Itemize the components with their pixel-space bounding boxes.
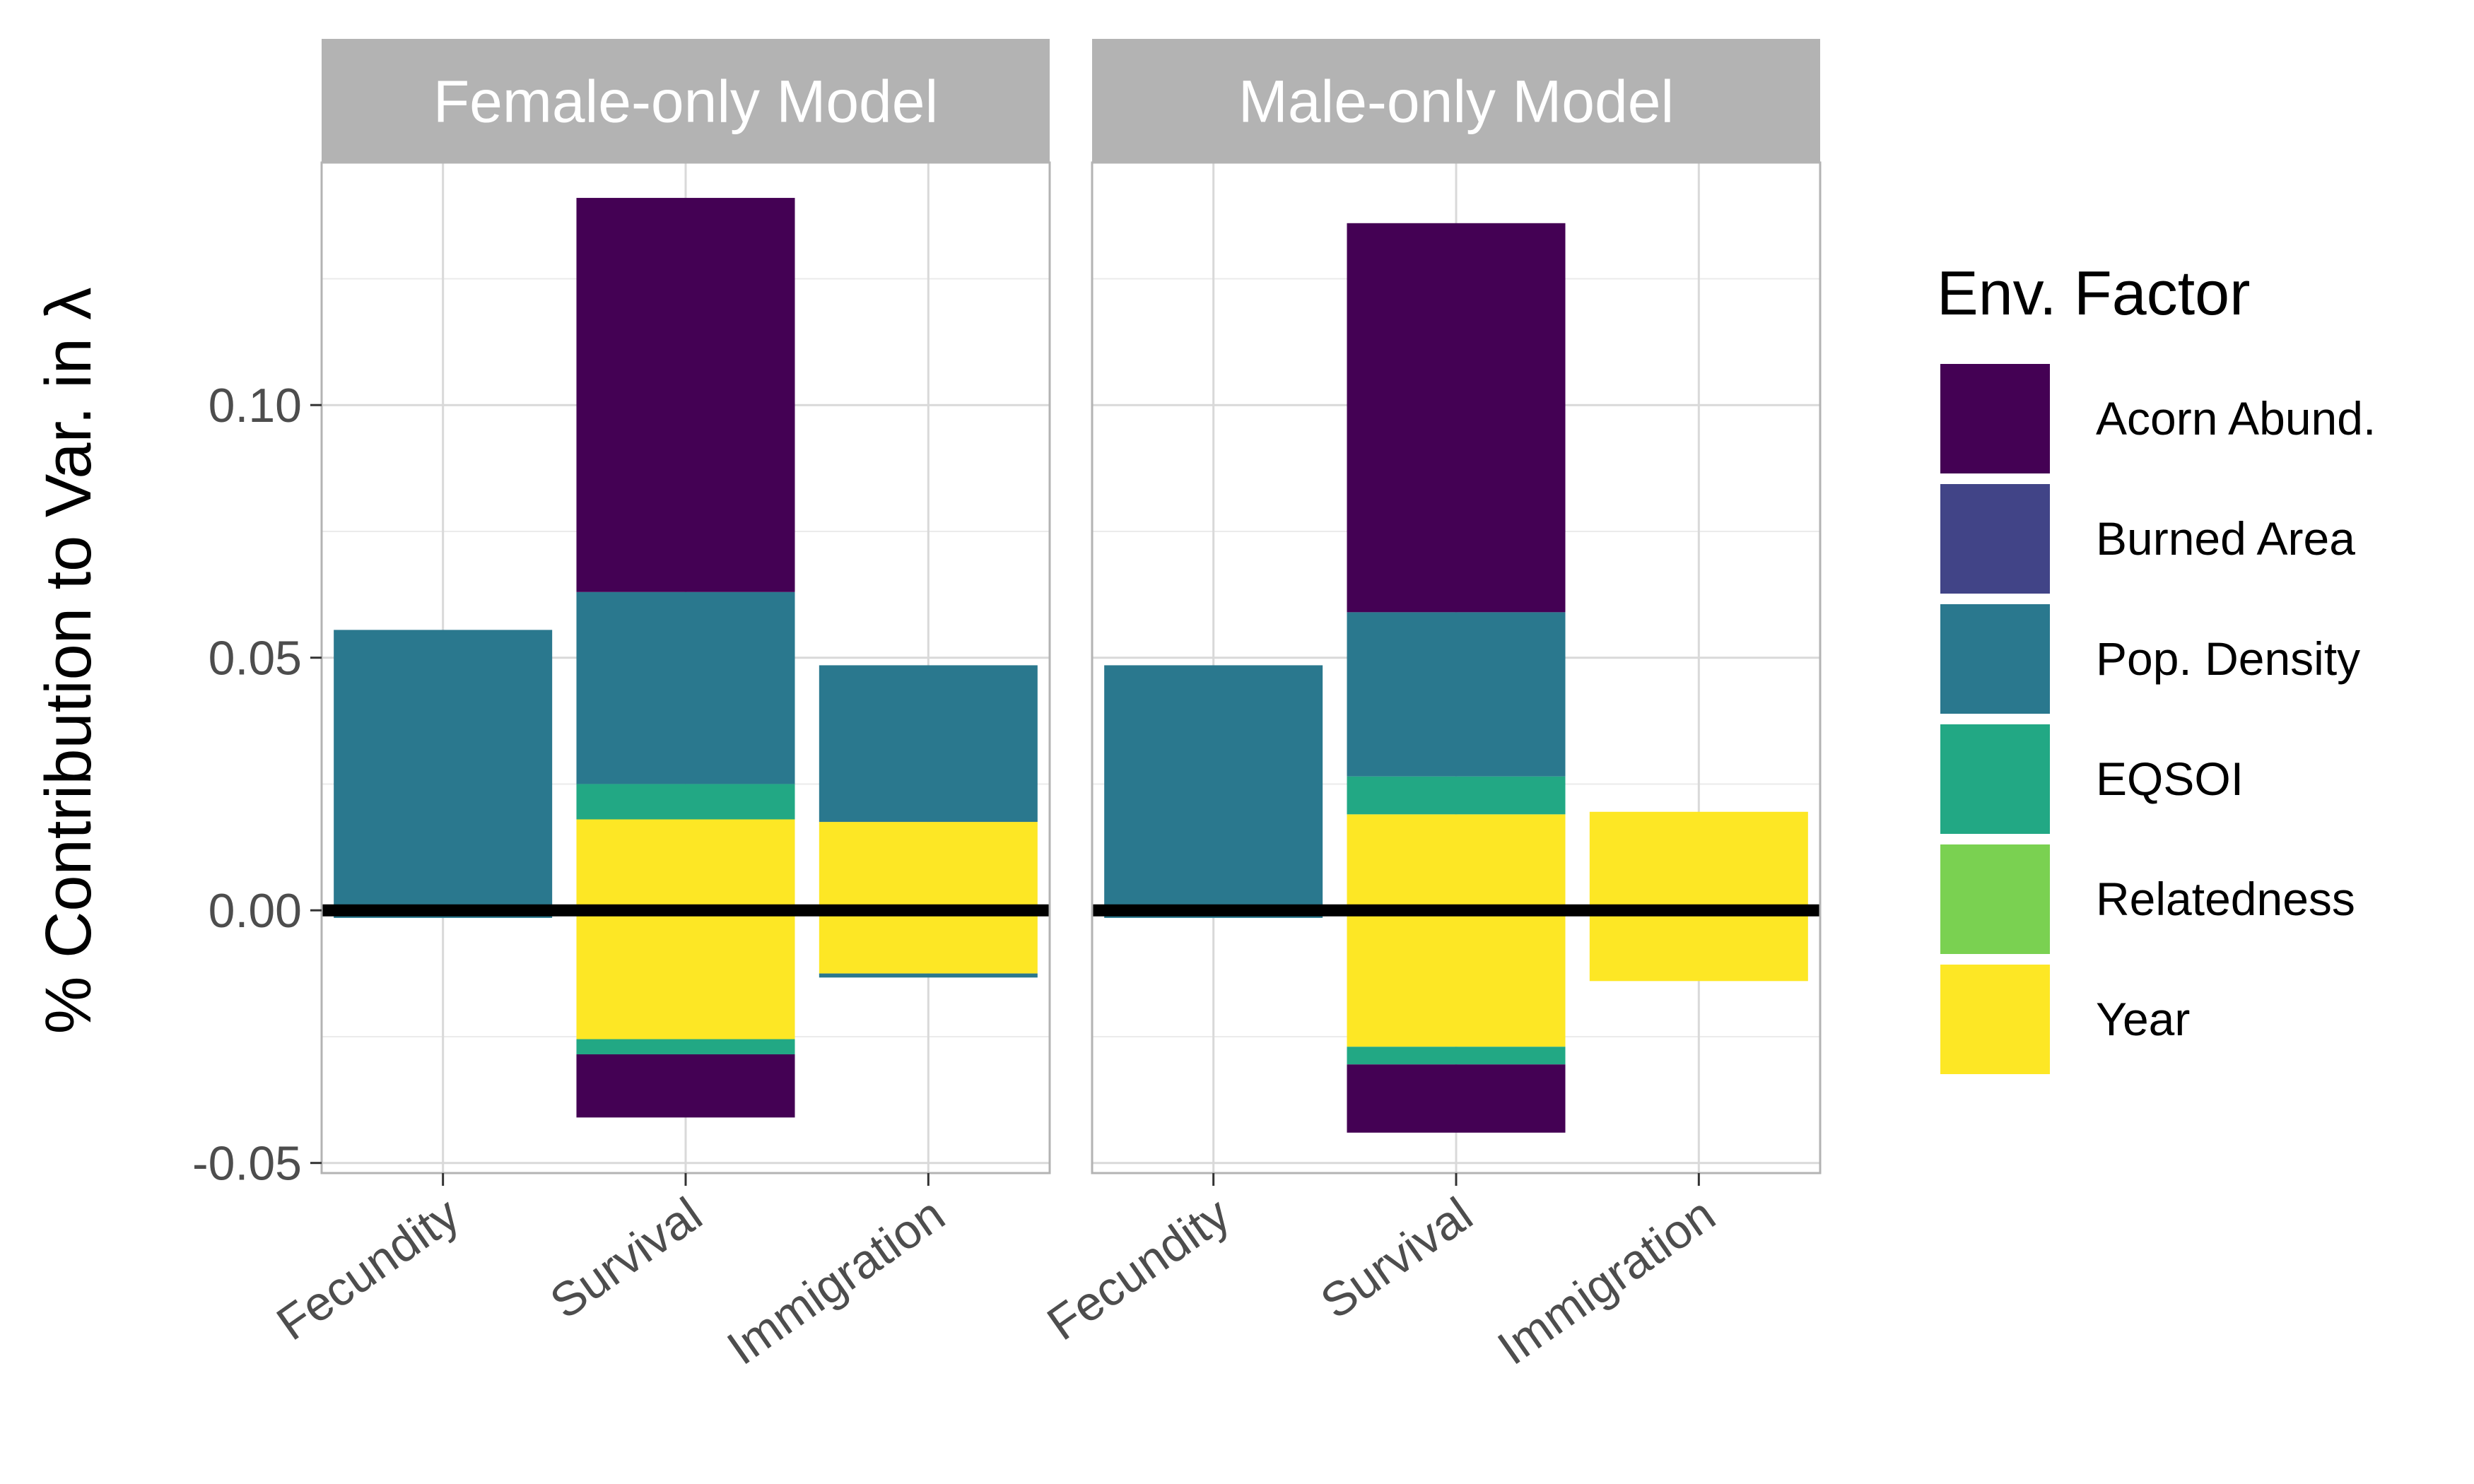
legend-item: Acorn Abund. <box>1940 364 2376 473</box>
legend-label: EQSOI <box>2096 753 2244 805</box>
y-tick-label: 0.05 <box>209 632 302 685</box>
x-tick-label: Fecundity <box>1038 1187 1239 1350</box>
bar-immigration <box>1589 811 1808 982</box>
bar-survival <box>1347 223 1566 1133</box>
bar-segment-eqsoi <box>576 1039 795 1054</box>
y-axis-title: % Contribution to Var. in λ <box>33 288 105 1035</box>
bar-segment-eqsoi <box>1347 776 1566 815</box>
legend-label: Relatedness <box>2096 873 2355 925</box>
y-tick-label: 0.00 <box>209 884 302 938</box>
legend-swatch <box>1940 364 2050 473</box>
bar-segment-pop-density <box>334 630 553 906</box>
bar-segment-pop-density <box>819 665 1038 823</box>
facet-strip-label: Male-only Model <box>1238 69 1674 135</box>
legend-item: Year <box>1940 965 2190 1074</box>
bar-fecundity <box>334 630 553 918</box>
bar-segment-year <box>819 910 1038 974</box>
x-tick-label: Immigration <box>717 1187 954 1375</box>
legend: Env. Factor Acorn Abund. Burned Area Pop. … <box>1937 258 2376 1074</box>
legend-item: Burned Area <box>1940 484 2355 594</box>
y-tick-label: 0.10 <box>209 379 302 432</box>
bar-segment-year <box>1347 814 1566 911</box>
legend-label: Burned Area <box>2096 512 2355 565</box>
x-tick-label: Survival <box>1311 1187 1482 1329</box>
x-tick-label: Immigration <box>1488 1187 1725 1375</box>
legend-swatch <box>1940 965 2050 1074</box>
bar-segment-pop-density <box>576 591 795 784</box>
facet-panel-2: Male-only Model Fecundity Survival Immigrat… <box>1038 39 1822 1375</box>
bar-segment-acorn-abund <box>1347 1064 1566 1133</box>
bar-segment-year <box>1589 811 1808 911</box>
legend-label: Pop. Density <box>2096 632 2360 685</box>
legend-title: Env. Factor <box>1937 258 2250 328</box>
bar-segment-acorn-abund <box>576 198 795 592</box>
bar-immigration <box>819 665 1038 978</box>
legend-item: Relatedness <box>1940 844 2355 954</box>
legend-swatch <box>1940 604 2050 714</box>
legend-swatch <box>1940 724 2050 834</box>
legend-item: EQSOI <box>1940 724 2244 834</box>
bar-segment-year <box>576 819 795 911</box>
bar-segment-pop-density <box>1347 612 1566 777</box>
legend-swatch <box>1940 484 2050 594</box>
facet-strip <box>322 39 1050 163</box>
bar-segment-acorn-abund <box>576 1054 795 1118</box>
legend-swatch <box>1940 844 2050 954</box>
x-tick-label: Survival <box>541 1187 712 1329</box>
bar-segment-eqsoi <box>576 784 795 820</box>
bar-segment-year <box>576 910 795 1040</box>
legend-items: Acorn Abund. Burned Area Pop. Density EQSOI… <box>1940 364 2376 1074</box>
facet-strip-label: Female-only Model <box>433 69 938 135</box>
legend-label: Acorn Abund. <box>2096 392 2376 444</box>
bar-segment-year <box>1589 910 1808 982</box>
bar-segment-pop-density <box>1104 665 1323 906</box>
facet-strip <box>1092 39 1820 163</box>
bar-fecundity <box>1104 665 1323 918</box>
x-tick-label: Fecundity <box>267 1187 469 1350</box>
bar-survival <box>576 198 795 1118</box>
bar-segment-acorn-abund <box>1347 223 1566 613</box>
bar-segment-pop-density <box>819 973 1038 978</box>
legend-item: Pop. Density <box>1940 604 2360 714</box>
y-tick-label: -0.05 <box>192 1137 302 1191</box>
bar-segment-year <box>1347 910 1566 1047</box>
y-axis: -0.05 0.00 0.05 0.10 <box>192 379 322 1191</box>
legend-label: Year <box>2096 993 2190 1045</box>
bar-segment-eqsoi <box>1347 1047 1566 1065</box>
facet-panel-1: Female-only Model Fecundity Survival Immigr… <box>267 39 1051 1375</box>
bar-segment-year <box>819 822 1038 911</box>
